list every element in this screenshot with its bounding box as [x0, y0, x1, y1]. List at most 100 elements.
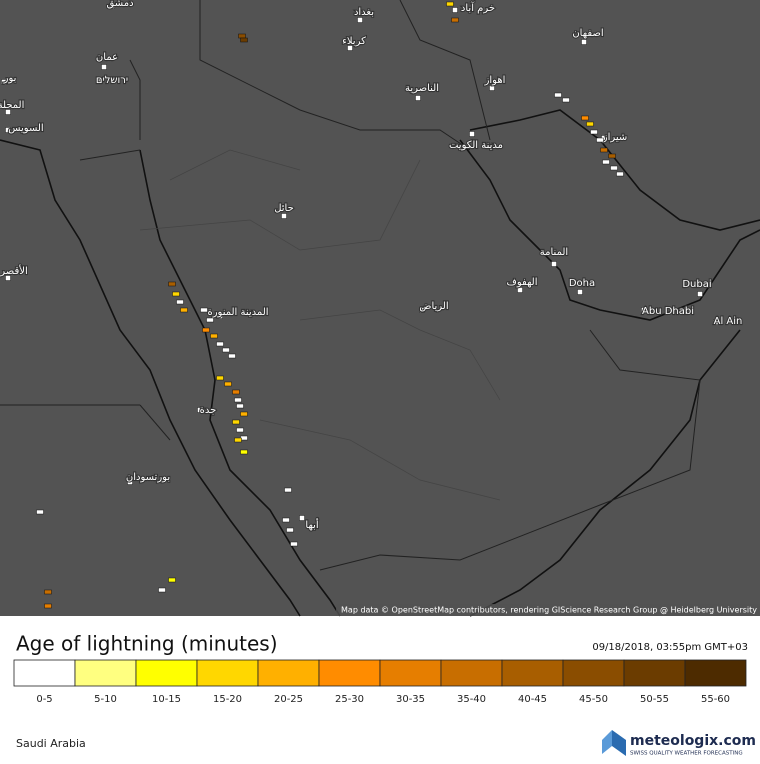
city-marker [357, 17, 363, 23]
lightning-strike [290, 541, 298, 547]
city-marker [697, 291, 703, 297]
lightning-strike [216, 341, 224, 347]
legend-swatch [684, 659, 747, 687]
city-marker [551, 261, 557, 267]
lightning-strike [202, 327, 210, 333]
city-label: الهفوف [506, 277, 537, 288]
legend-label: 5-10 [94, 694, 117, 705]
lightning-strike [590, 129, 598, 135]
lightning-strike [232, 389, 240, 395]
city-marker [281, 213, 287, 219]
lightning-strike [176, 299, 184, 305]
lightning-strike [36, 509, 44, 515]
city-marker [469, 131, 475, 137]
city-marker [517, 287, 523, 293]
attribution-bg [336, 604, 760, 616]
city-marker [101, 64, 107, 70]
city-marker [713, 319, 719, 325]
city-marker [5, 109, 11, 115]
city-label: بورتسودان [126, 472, 170, 483]
lightning-strike [282, 517, 290, 523]
city-label: الناصرية [405, 83, 439, 94]
city-label: Dubai [682, 279, 711, 290]
legend-label: 35-40 [457, 694, 486, 705]
lightning-strike [616, 171, 624, 177]
legend-label: 45-50 [579, 694, 608, 705]
legend-label: 25-30 [335, 694, 364, 705]
lightning-strike [586, 121, 594, 127]
legend-label: 50-55 [640, 694, 669, 705]
logo-mark [602, 730, 612, 754]
city-label: شيراز [602, 132, 628, 143]
lightning-strike [180, 307, 188, 313]
legend-swatch [501, 659, 564, 687]
city-label: المدينة المنورة [207, 307, 268, 318]
legend-label: 20-25 [274, 694, 303, 705]
city-label: اصفهان [572, 28, 603, 39]
lightning-strike [158, 587, 166, 593]
city-label: حائل [274, 203, 294, 214]
city-label: بور [3, 73, 17, 84]
legend-label: 15-20 [213, 694, 242, 705]
legend-label: 0-5 [36, 694, 52, 705]
lightning-strike [172, 291, 180, 297]
city-label: Doha [569, 278, 595, 289]
lightning-strike [44, 589, 52, 595]
city-label: المنامة [540, 247, 568, 258]
timestamp: 09/18/2018, 03:55pm GMT+03 [592, 642, 748, 653]
lightning-strike [240, 411, 248, 417]
city-label: السويس [8, 123, 43, 134]
city-marker [299, 515, 305, 521]
city-marker [347, 45, 353, 51]
legend-swatch [440, 659, 503, 687]
lightning-strike [200, 307, 208, 313]
attribution: Map data © OpenStreetMap contributors, r… [341, 606, 757, 615]
legend-swatch [562, 659, 625, 687]
legend-swatch [74, 659, 137, 687]
map-lines [0, 0, 760, 617]
city-marker [452, 7, 458, 13]
lightning-strike [240, 37, 248, 43]
legend-label: 30-35 [396, 694, 425, 705]
lightning-strike [234, 437, 242, 443]
lightning-strike [554, 92, 562, 98]
city-label: خرم آباد [461, 1, 495, 14]
lightning-strike [238, 33, 246, 39]
tagline: SWISS QUALITY WEATHER FORECASTING [630, 751, 743, 757]
city-label: عمان [96, 52, 118, 63]
city-label: اهواز [484, 75, 506, 86]
lightning-strike [286, 527, 294, 533]
lightning-strike [234, 397, 242, 403]
lightning-strike [216, 375, 224, 381]
city-marker [5, 127, 11, 133]
legend-swatch [196, 659, 259, 687]
lightning-strike [228, 353, 236, 359]
city-labels: دمشق بغداد خرم آباد كربلاء اصفهان عمان ירושלים… [0, 0, 743, 532]
lightning-strike [232, 419, 240, 425]
lightning-strike [446, 1, 454, 7]
city-label: Abu Dhabi [642, 306, 694, 317]
brand: meteologix.com [630, 733, 756, 749]
lightning-strike [236, 427, 244, 433]
city-marker [197, 407, 203, 413]
lightning-strike [44, 603, 52, 609]
city-marker [5, 275, 11, 281]
lightning-strike [581, 115, 589, 121]
city-label: أبها [305, 518, 318, 531]
city-label: مدينة الكويت [449, 140, 503, 151]
lightning-strike [608, 153, 616, 159]
lightning-strike [240, 449, 248, 455]
lightning-strike [602, 159, 610, 165]
city-marker [641, 307, 647, 313]
city-marker [581, 39, 587, 45]
city-label: جدة [200, 405, 217, 416]
city-marker [419, 307, 425, 313]
lightning-strikes [36, 1, 624, 609]
lightning-strike [284, 487, 292, 493]
lightning-strike [596, 137, 604, 143]
region: Saudi Arabia [16, 737, 86, 750]
city-marker [109, 3, 115, 9]
lightning-strike [600, 147, 608, 153]
city-marker [1, 79, 7, 85]
